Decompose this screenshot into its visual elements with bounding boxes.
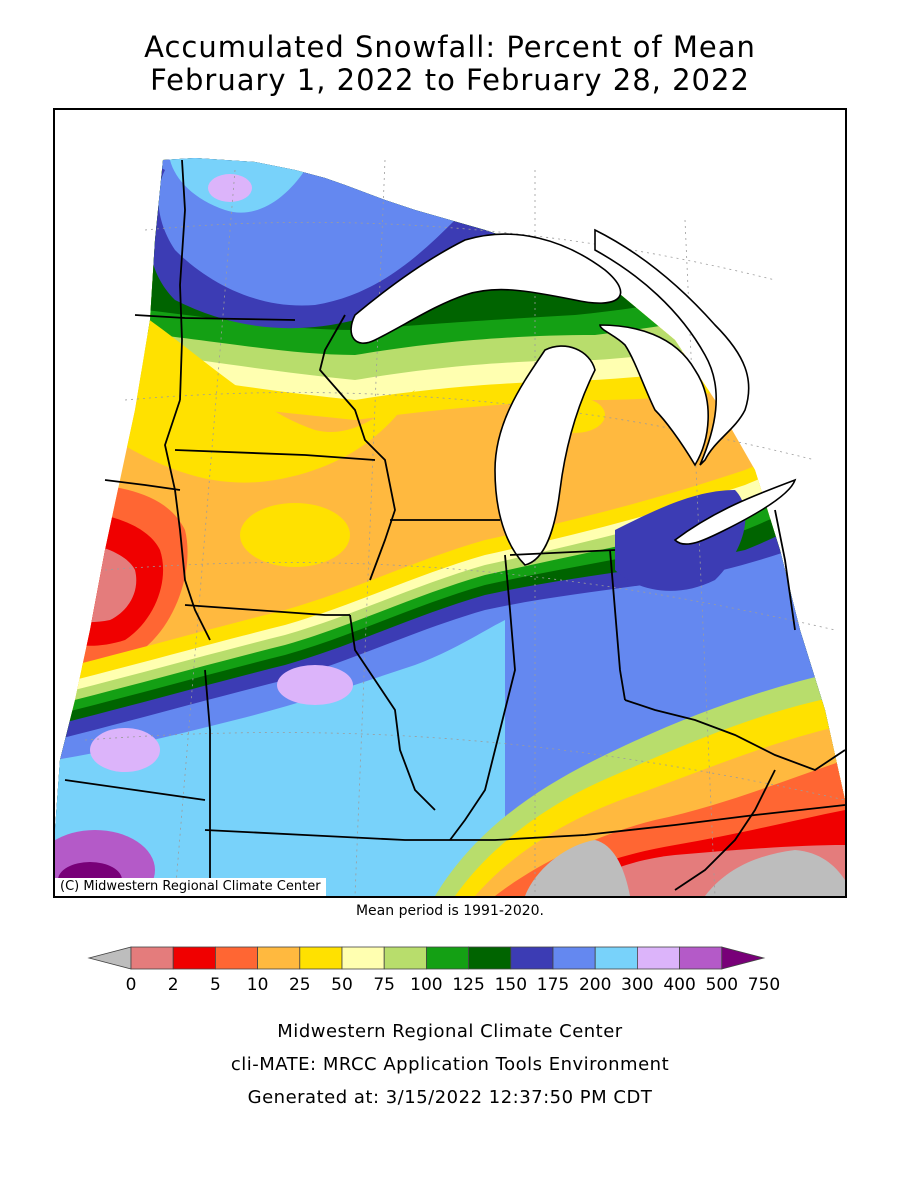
border-ks-mo — [204, 669, 211, 896]
legend-swatch — [130, 946, 174, 970]
border-oh-ky — [624, 699, 845, 772]
border-mn-ia — [174, 449, 376, 461]
legend-swatch — [257, 946, 301, 970]
legend-swatch — [552, 946, 596, 970]
border-sd-ne — [104, 479, 181, 491]
legend-label: 50 — [331, 975, 353, 995]
map-canvas — [55, 158, 845, 896]
mean-period-note: Mean period is 1991-2020. — [355, 903, 545, 919]
legend-label: 400 — [663, 975, 696, 995]
border-ky-va — [674, 769, 776, 891]
legend-label: 5 — [209, 975, 221, 995]
legend-swatch — [594, 946, 638, 970]
legend-label: 10 — [246, 975, 269, 995]
legend-swatch — [341, 946, 385, 970]
legend-label: 200 — [578, 975, 612, 995]
legend-label: 25 — [288, 975, 311, 995]
ontario-land-north — [594, 228, 750, 466]
legend-swatch — [510, 946, 554, 970]
map-title-line-1: Accumulated Snowfall: Percent of Mean — [144, 30, 756, 64]
border-il-in — [449, 554, 516, 841]
lake-huron — [599, 324, 709, 467]
snowfall-shading — [55, 158, 845, 896]
legend-label: 125 — [452, 975, 485, 995]
legend-swatch — [468, 946, 512, 970]
border-nd-mn — [179, 159, 186, 401]
footer-organization: Midwestern Regional Climate Center — [277, 1021, 623, 1042]
band-300-400-front — [55, 620, 505, 896]
state-boundaries — [64, 159, 845, 896]
legend-label: 100 — [410, 975, 443, 995]
great-lakes — [350, 228, 797, 566]
border-ia-mo — [184, 604, 350, 616]
border-il-mo — [349, 614, 436, 811]
border-ne-ks — [64, 779, 206, 801]
legend-label: 150 — [494, 975, 528, 995]
band-0-2-south — [525, 840, 630, 896]
legend-label: 500 — [705, 975, 739, 995]
border-southern — [204, 804, 845, 841]
map-credit: (C) Midwestern Regional Climate Center — [55, 878, 326, 896]
border-sd-ia — [164, 399, 211, 641]
footer-generated-at: Generated at: 3/15/2022 12:37:50 PM CDT — [247, 1087, 653, 1108]
legend-swatch — [637, 946, 681, 970]
legend-colorbar — [87, 946, 766, 970]
lake-superior — [350, 233, 622, 344]
legend-swatch — [425, 946, 469, 970]
band-400-500-iowa — [277, 665, 353, 705]
legend-swatch — [172, 946, 216, 970]
band-400-500-north — [208, 174, 252, 202]
band-0-2-southeast — [705, 850, 845, 896]
border-in-oh — [609, 549, 626, 701]
border-in-mi — [509, 549, 616, 556]
legend-swatch — [214, 946, 258, 970]
legend-label: 175 — [536, 975, 570, 995]
snowfall-map: (C) Midwestern Regional Climate Center — [53, 108, 847, 898]
band-50-75-iowa — [240, 503, 350, 567]
lake-michigan — [494, 345, 596, 566]
border-mn-wi-ia — [319, 314, 396, 581]
border-oh-pa — [774, 509, 796, 631]
footer-tool-name: cli-MATE: MRCC Application Tools Environ… — [230, 1054, 670, 1075]
legend-label: 75 — [373, 975, 396, 995]
legend-swatch — [299, 946, 343, 970]
legend-label: 0 — [125, 975, 137, 995]
legend-label: 2 — [167, 975, 179, 995]
lake-erie — [673, 478, 797, 545]
band-50-75-west — [115, 310, 415, 483]
legend-swatch-low-arrow — [87, 946, 132, 970]
border-nd-sd — [134, 314, 296, 321]
map-title-line-2: February 1, 2022 to February 28, 2022 — [150, 63, 750, 97]
legend-label: 300 — [621, 975, 654, 995]
legend-label: 750 — [747, 975, 781, 995]
band-400-500-kansas — [90, 728, 160, 772]
legend-swatch — [383, 946, 427, 970]
legend-swatch-high-arrow — [721, 946, 766, 970]
legend-swatch — [679, 946, 723, 970]
